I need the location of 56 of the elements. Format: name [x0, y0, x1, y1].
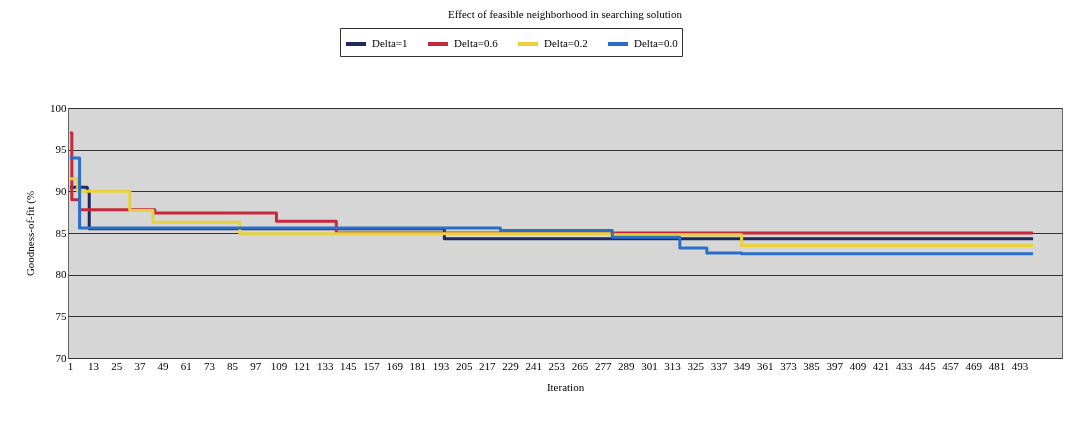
x-axis-title: Iteration	[546, 380, 585, 393]
x-tick-label: 241	[525, 359, 542, 372]
y-tick-label: 90	[55, 184, 67, 197]
x-tick-label: 73	[203, 359, 216, 372]
y-axis-title: Goodness-of-fit (%	[24, 190, 37, 277]
x-tick-label: 205	[455, 359, 473, 372]
x-tick-label: 157	[363, 359, 381, 372]
x-tick-label: 1	[67, 359, 74, 372]
x-tick-label: 61	[180, 359, 192, 372]
y-tick-label: 70	[55, 351, 67, 364]
y-tick-label: 80	[55, 268, 67, 281]
x-tick-label: 325	[687, 359, 705, 372]
x-tick-label: 337	[710, 359, 728, 372]
y-tick-label: 100	[50, 101, 67, 114]
x-tick-label: 361	[757, 359, 774, 372]
x-tick-label: 253	[548, 359, 566, 372]
x-tick-label: 457	[942, 359, 960, 372]
x-tick-label: 193	[432, 359, 450, 372]
x-tick-label: 229	[502, 359, 520, 372]
y-tick-label: 95	[55, 143, 67, 156]
x-tick-label: 433	[895, 359, 913, 372]
x-tick-label: 49	[157, 359, 170, 372]
x-tick-label: 493	[1011, 359, 1029, 372]
x-tick-label: 133	[316, 359, 334, 372]
x-tick-label: 421	[872, 359, 890, 372]
x-tick-label: 97	[250, 359, 262, 372]
x-tick-label: 217	[479, 359, 497, 372]
x-tick-label: 313	[664, 359, 682, 372]
x-tick-label: 169	[386, 359, 404, 372]
x-tick-label: 397	[826, 359, 844, 372]
legend-label: Delta=0.6	[454, 37, 499, 49]
x-tick-label: 409	[849, 359, 867, 372]
x-tick-label: 445	[919, 359, 937, 372]
x-tick-label: 37	[134, 359, 146, 372]
chart-title: Effect of feasible neighborhood in searching solution	[448, 7, 683, 20]
x-tick-label: 469	[965, 359, 983, 372]
x-tick-label: 265	[571, 359, 589, 372]
x-tick-label: 109	[270, 359, 288, 372]
legend-label: Delta=0.2	[544, 37, 588, 49]
x-tick-label: 121	[293, 359, 311, 372]
x-tick-label: 301	[641, 359, 658, 372]
x-tick-label: 349	[733, 359, 751, 372]
y-tick-label: 85	[55, 226, 67, 239]
x-tick-label: 289	[618, 359, 636, 372]
x-tick-label: 13	[88, 359, 100, 372]
y-tick-label: 75	[55, 309, 67, 322]
x-tick-label: 373	[780, 359, 798, 372]
x-tick-label: 277	[594, 359, 612, 372]
x-tick-label: 181	[409, 359, 427, 372]
legend-label: Delta=0.0	[634, 37, 679, 49]
x-tick-label: 145	[340, 359, 358, 372]
x-tick-label: 385	[803, 359, 821, 372]
legend-label: Delta=1	[372, 37, 408, 49]
x-tick-label: 85	[227, 359, 239, 372]
x-tick-label: 481	[988, 359, 1006, 372]
x-tick-label: 25	[111, 359, 123, 372]
